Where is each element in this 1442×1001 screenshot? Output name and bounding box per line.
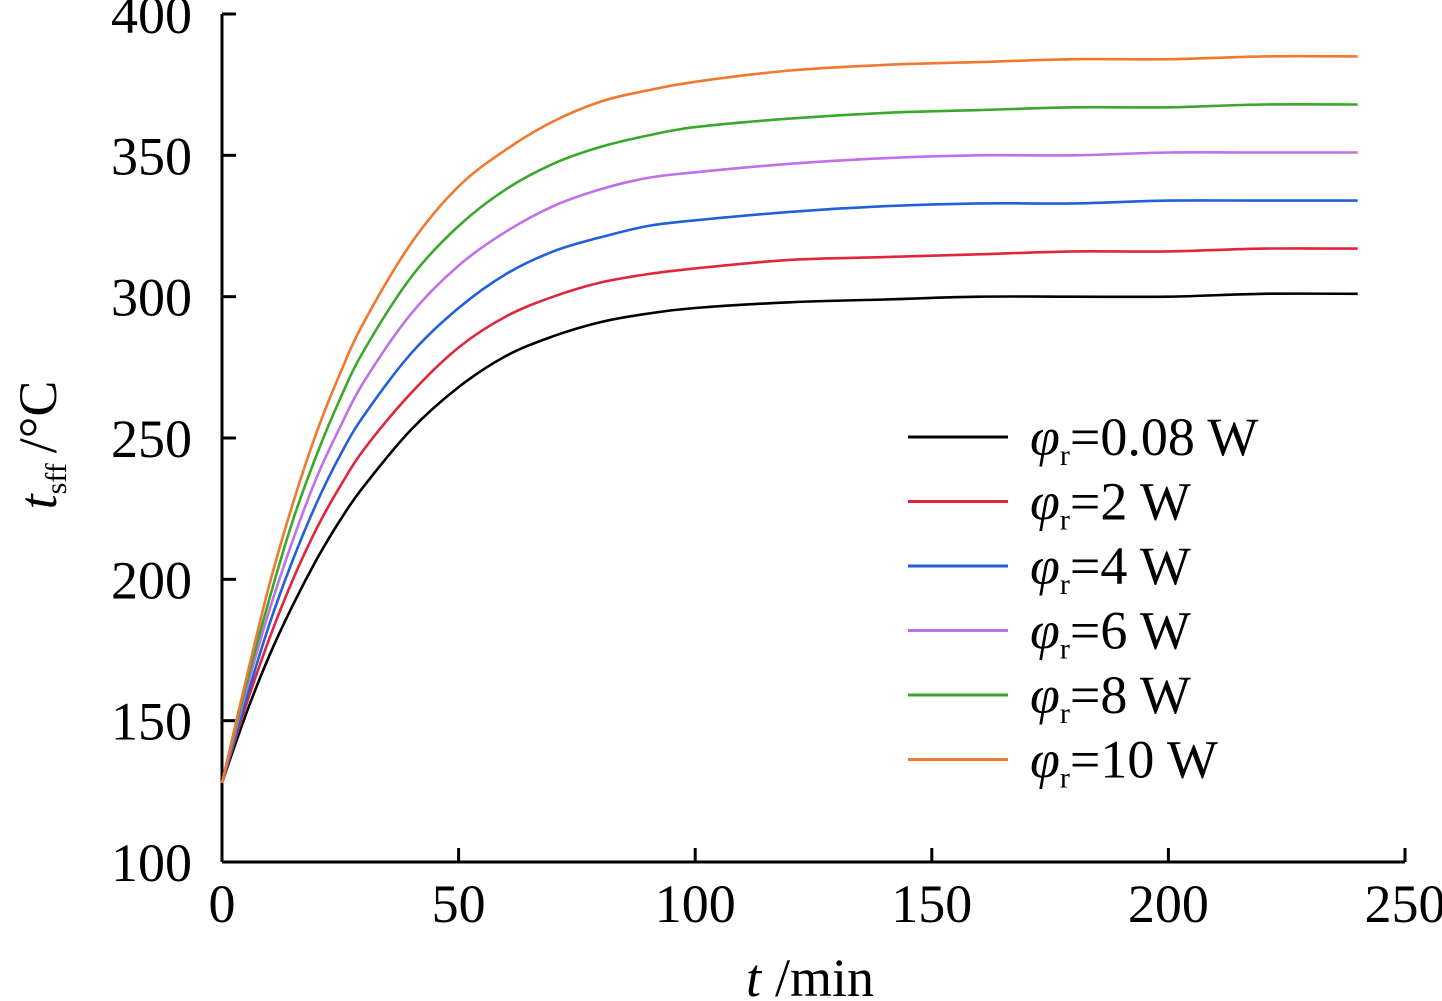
ticks: 0 50 100 150 200 250 100 150 200 250 300 350 400 <box>111 0 1442 934</box>
series-lines <box>220 54 1358 784</box>
x-axis-title: t/min <box>746 948 874 1001</box>
legend-label-2: φr=2 W <box>1030 472 1191 537</box>
y-tick-label: 350 <box>111 126 192 186</box>
y-tick-label: 400 <box>111 0 192 45</box>
y-tick-label: 150 <box>111 692 192 752</box>
y-tick-label: 200 <box>111 550 192 610</box>
y-axis-var: t <box>8 492 68 509</box>
legend-label-1: φr=0.08 W <box>1030 407 1258 472</box>
y-axis-unit: /°C <box>8 381 68 454</box>
x-tick-label: 150 <box>891 874 972 934</box>
x-tick-label: 100 <box>655 874 736 934</box>
x-axis-var: t <box>746 948 763 1001</box>
x-tick-label: 200 <box>1128 874 1209 934</box>
x-tick-label: 250 <box>1365 874 1442 934</box>
legend: φr=0.08 Wφr=2 Wφr=4 Wφr=6 Wφr=8 Wφr=10 W <box>908 407 1258 795</box>
x-axis-unit: /min <box>775 948 874 1001</box>
series-line-3 <box>220 199 1358 784</box>
series-line-6 <box>220 54 1358 784</box>
legend-label-4: φr=6 W <box>1030 601 1191 666</box>
y-axis-title: tsff /°C <box>8 381 73 510</box>
legend-label-5: φr=8 W <box>1030 665 1191 730</box>
legend-label-3: φr=4 W <box>1030 536 1191 601</box>
series-line-5 <box>220 102 1358 784</box>
series-line-1 <box>220 292 1358 784</box>
legend-label-6: φr=10 W <box>1030 730 1218 795</box>
series-line-2 <box>220 247 1358 784</box>
y-tick-label: 100 <box>111 833 192 893</box>
y-tick-label: 250 <box>111 409 192 469</box>
y-axis-sub: sff <box>40 463 73 494</box>
x-tick-label: 50 <box>432 874 486 934</box>
y-tick-label: 300 <box>111 268 192 328</box>
x-tick-label: 0 <box>209 874 236 934</box>
series-line-4 <box>220 150 1358 784</box>
